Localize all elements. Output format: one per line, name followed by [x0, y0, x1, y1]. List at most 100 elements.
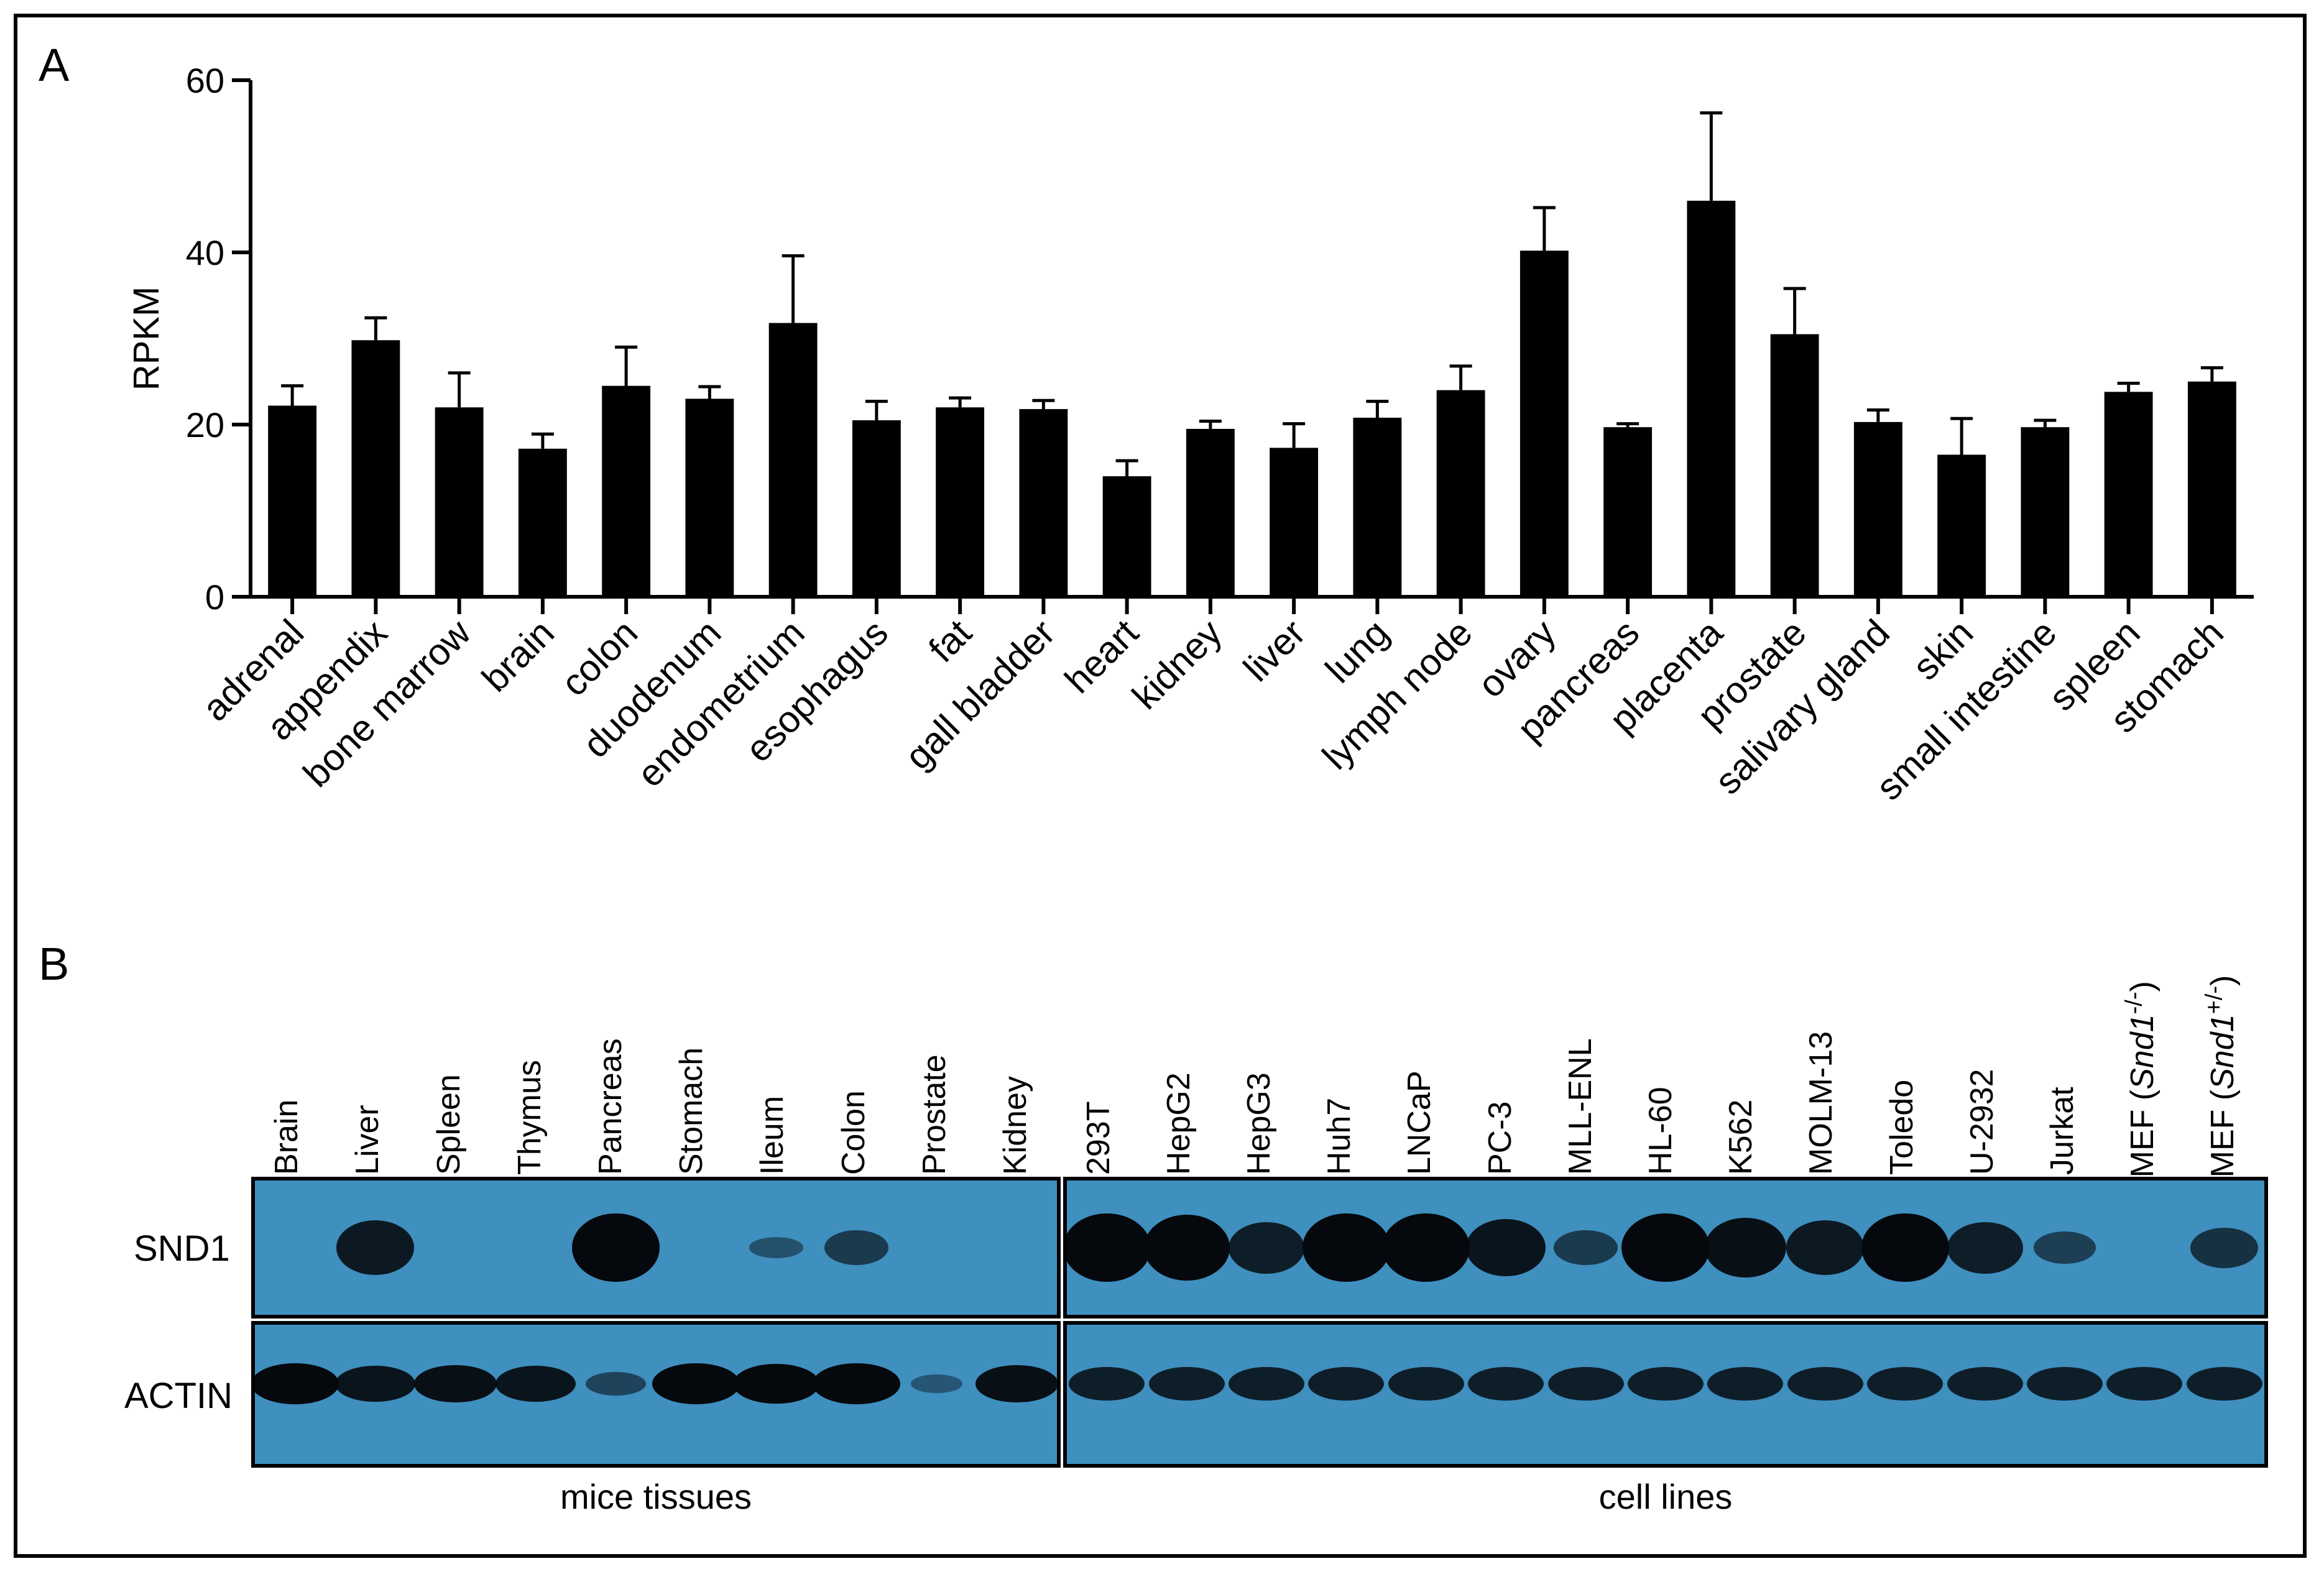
actin-row-label: ACTIN [124, 1376, 233, 1416]
lane-label: Thymus [511, 1060, 548, 1175]
lane-label: Stomach [673, 1047, 710, 1175]
bar [936, 407, 985, 597]
bar [518, 448, 567, 597]
actin-band [1707, 1367, 1784, 1401]
cell-line-snd1-blot [1063, 1177, 2268, 1319]
bar [2104, 392, 2153, 597]
actin-band [2106, 1367, 2183, 1401]
lane-label: Liver [349, 1105, 386, 1175]
bar [852, 420, 901, 597]
lane-label: Kidney [997, 1076, 1033, 1175]
snd1-band [1302, 1213, 1390, 1282]
x-tick-label: fat [921, 612, 980, 671]
lane-label: Pancreas [592, 1038, 629, 1175]
lane-label: Jurkat [2044, 1087, 2080, 1175]
lane-label: Ileum [754, 1095, 791, 1175]
mice-tissues-label: mice tissues [560, 1477, 752, 1516]
actin-band [496, 1366, 576, 1402]
bar [1019, 409, 1068, 597]
bar [768, 323, 818, 597]
snd1-band [1382, 1213, 1470, 1282]
y-tick-label: 40 [186, 233, 224, 272]
snd1-row-label: SND1 [134, 1228, 230, 1269]
x-tick-label: lymph node [1314, 612, 1480, 778]
panel-b-letter: B [39, 938, 70, 990]
y-tick-label: 60 [186, 61, 224, 100]
lane-label: MEF (Snd1-/-) [2121, 981, 2161, 1178]
lane-label: MLL-ENL [1562, 1038, 1598, 1175]
actin-band [1628, 1367, 1704, 1401]
actin-band [2027, 1367, 2103, 1401]
lane-label: K562 [1723, 1099, 1759, 1175]
lane-label: LNCaP [1401, 1070, 1438, 1175]
snd1-band [1229, 1222, 1304, 1274]
snd1-band [1861, 1213, 1949, 1282]
bar [1853, 421, 1902, 597]
bar [2021, 427, 2070, 597]
figure-frame [14, 14, 2307, 1558]
cell-line-actin-blot [1063, 1321, 2268, 1468]
lane-label: Toledo [1883, 1079, 1920, 1175]
bar [1603, 427, 1653, 597]
x-tick-label: gall bladder [897, 612, 1063, 778]
actin-band [1867, 1367, 1944, 1401]
snd1-band [1466, 1219, 1546, 1276]
y-axis-label: RPKM [126, 287, 167, 391]
actin-band [1148, 1367, 1225, 1401]
bar [1519, 251, 1569, 597]
lane-label: Brain [269, 1099, 305, 1175]
actin-band [1388, 1367, 1464, 1401]
actin-band [1947, 1367, 2023, 1401]
lane-label: MOLM-13 [1803, 1031, 1840, 1175]
bar [435, 407, 484, 597]
lane-label: MEF (Snd1+/-) [2202, 975, 2241, 1178]
actin-band [1547, 1367, 1624, 1401]
bar [685, 398, 734, 597]
snd1-band [824, 1230, 889, 1265]
snd1-band [571, 1213, 660, 1282]
actin-band [414, 1365, 497, 1402]
y-tick-label: 20 [186, 405, 224, 444]
x-tick-label: liver [1235, 612, 1313, 689]
lane-label: Spleen [430, 1074, 467, 1175]
bar [1436, 390, 1485, 597]
actin-band [1069, 1367, 1145, 1401]
actin-band [335, 1366, 415, 1402]
bar [602, 385, 651, 597]
lane-label: Prostate [916, 1054, 952, 1175]
tissue-snd1-blot [251, 1177, 1061, 1319]
bar [1687, 200, 1736, 597]
bar [1186, 428, 1235, 597]
bar [1937, 454, 1986, 597]
snd1-band [1621, 1213, 1710, 1282]
bar [268, 405, 317, 597]
lane-label: Colon [835, 1090, 872, 1175]
lane-label: HepG3 [1241, 1072, 1277, 1175]
bar [2187, 381, 2236, 597]
actin-band [586, 1372, 646, 1396]
actin-band [652, 1363, 740, 1404]
snd1-band [749, 1237, 804, 1258]
snd1-band [2190, 1227, 2259, 1268]
actin-band [1787, 1367, 1863, 1401]
bar [1270, 448, 1319, 597]
snd1-band [1947, 1222, 2023, 1274]
lane-label: PC-3 [1482, 1101, 1518, 1175]
actin-band [975, 1365, 1057, 1402]
panel-a-letter: A [39, 39, 70, 91]
snd1-band [1704, 1217, 1787, 1278]
snd1-band [1554, 1230, 1618, 1265]
lane-label: HL-60 [1643, 1087, 1679, 1175]
actin-band [733, 1364, 819, 1404]
actin-band [255, 1363, 339, 1404]
actin-band [1308, 1367, 1385, 1401]
snd1-band [1143, 1215, 1230, 1281]
actin-band [2186, 1367, 2262, 1401]
bar [351, 340, 400, 597]
x-tick-label: brain [474, 612, 562, 700]
lane-label: 293T [1080, 1101, 1117, 1175]
y-tick-label: 0 [205, 578, 224, 617]
snd1-band [336, 1220, 415, 1275]
lane-label: HepG2 [1160, 1072, 1197, 1175]
lane-label: U-2932 [1963, 1069, 2000, 1175]
